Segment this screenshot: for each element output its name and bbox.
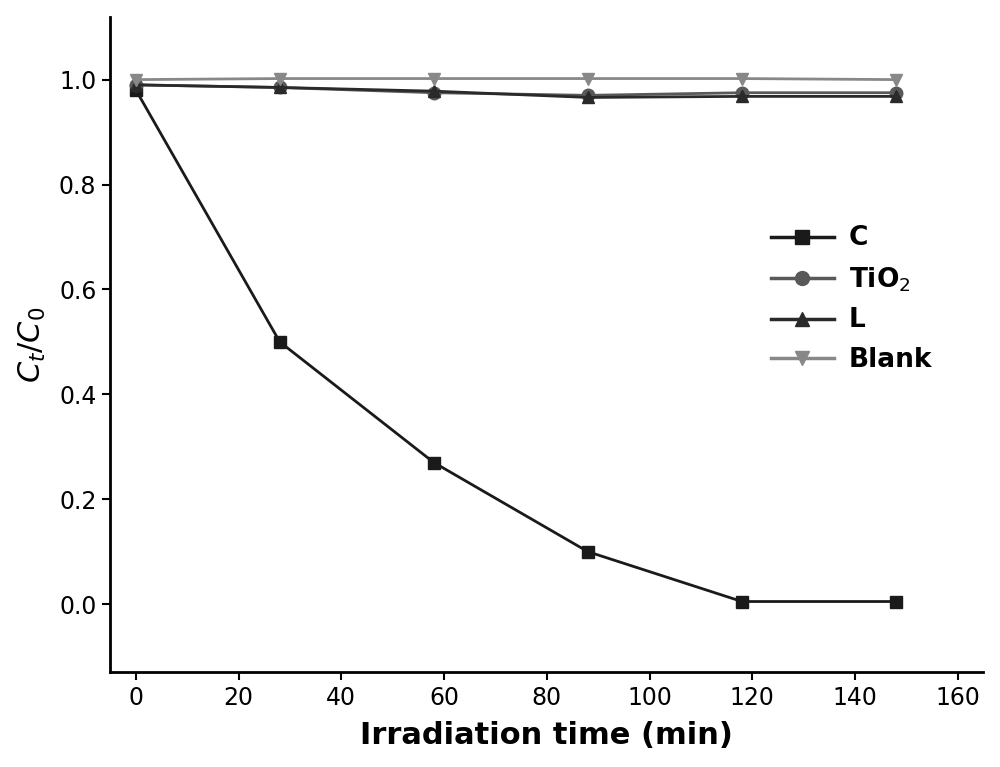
- Blank: [428, 74, 440, 83]
- Line: Blank: Blank: [130, 72, 902, 86]
- Legend: C, TiO$_2$, L, Blank: C, TiO$_2$, L, Blank: [759, 212, 945, 386]
- TiO$_2$: [890, 88, 902, 97]
- C: [890, 597, 902, 606]
- Line: TiO$_2$: TiO$_2$: [130, 78, 902, 101]
- C: [736, 597, 748, 606]
- L: [274, 83, 286, 92]
- TiO$_2$: [274, 83, 286, 92]
- Line: C: C: [130, 84, 902, 607]
- TiO$_2$: [130, 81, 142, 90]
- C: [130, 85, 142, 94]
- L: [130, 81, 142, 90]
- C: [274, 337, 286, 347]
- L: [582, 93, 594, 102]
- Blank: [582, 74, 594, 83]
- TiO$_2$: [582, 91, 594, 100]
- Blank: [736, 74, 748, 83]
- L: [890, 92, 902, 101]
- X-axis label: Irradiation time (min): Irradiation time (min): [360, 721, 733, 750]
- Blank: [274, 74, 286, 83]
- Blank: [130, 75, 142, 84]
- L: [428, 87, 440, 96]
- TiO$_2$: [736, 88, 748, 97]
- Blank: [890, 75, 902, 84]
- C: [428, 458, 440, 467]
- C: [582, 547, 594, 556]
- L: [736, 92, 748, 101]
- Y-axis label: $C_t/C_0$: $C_t/C_0$: [17, 306, 48, 383]
- Line: L: L: [130, 78, 902, 104]
- TiO$_2$: [428, 88, 440, 97]
